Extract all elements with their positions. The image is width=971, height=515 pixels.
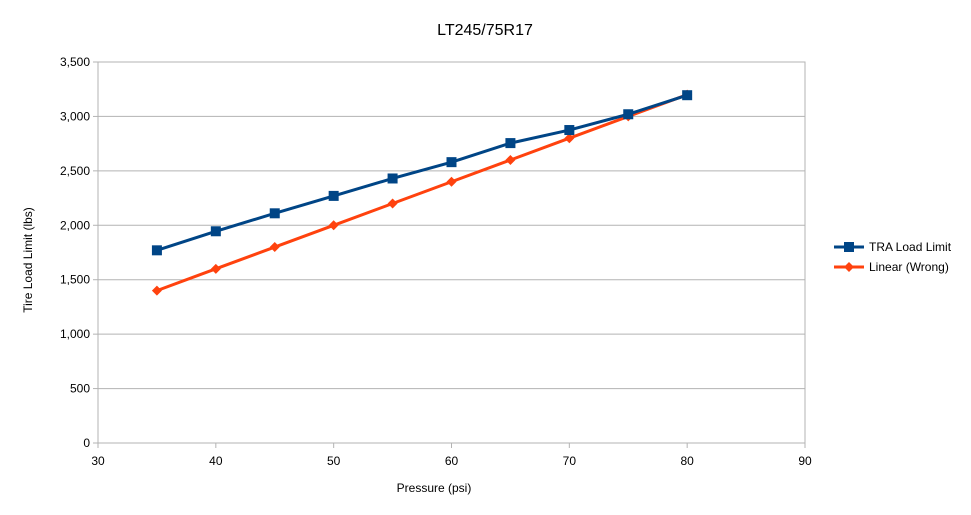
x-tick-label: 60: [445, 454, 459, 468]
data-point-diamond: [269, 242, 280, 253]
x-tick-label: 30: [91, 454, 105, 468]
plot-area-border: [97, 61, 806, 444]
x-axis-label: Pressure (psi): [397, 481, 472, 495]
data-point-diamond: [387, 198, 398, 209]
data-point-diamond: [210, 263, 221, 274]
data-point-diamond: [505, 154, 516, 165]
series-layer: [151, 89, 693, 296]
data-point-diamond: [328, 220, 339, 231]
data-point-square: [269, 208, 280, 219]
legend-entry: Linear (Wrong): [834, 260, 949, 274]
legend-entry: TRA Load Limit: [834, 240, 952, 254]
series-tra-load-limit: [151, 90, 693, 256]
y-tick-label: 2,500: [60, 164, 90, 178]
legend-marker: [844, 262, 854, 272]
y-tick-label: 3,000: [60, 109, 90, 123]
data-point-square: [387, 173, 398, 184]
y-axis-tick-labels: 0 500 1,000 1,500 2,000 2,500 3,000 3,500: [60, 55, 90, 450]
legend: TRA Load Limit Linear (Wrong): [834, 240, 952, 274]
y-axis-label: Tire Load Limit (lbs): [21, 207, 35, 313]
data-point-square: [446, 157, 457, 168]
data-point-square: [682, 90, 693, 101]
chart-title: LT245/75R17: [437, 22, 533, 39]
data-point-square: [623, 109, 634, 120]
data-point-diamond: [564, 133, 575, 144]
data-point-diamond: [151, 285, 162, 296]
x-axis-tick-labels: 30 40 50 60 70 80 90: [91, 454, 812, 468]
series-line: [156, 93, 688, 252]
y-tick-label: 500: [70, 382, 90, 396]
x-tick-label: 90: [798, 454, 812, 468]
y-tick-label: 3,500: [60, 55, 90, 69]
y-tick-label: 1,500: [60, 273, 90, 287]
data-point-square: [210, 226, 221, 237]
data-point-square: [505, 138, 516, 149]
legend-label: TRA Load Limit: [869, 240, 952, 254]
data-point-square: [564, 125, 575, 136]
x-tick-label: 40: [209, 454, 223, 468]
data-point-diamond: [446, 176, 457, 187]
x-tick-label: 50: [327, 454, 341, 468]
y-tick-label: 1,000: [60, 327, 90, 341]
x-tick-label: 70: [563, 454, 577, 468]
series-line: [156, 93, 688, 293]
legend-marker: [844, 242, 854, 252]
legend-label: Linear (Wrong): [869, 260, 949, 274]
y-tick-label: 0: [83, 436, 90, 450]
data-point-square: [328, 190, 339, 201]
x-tick-label: 80: [680, 454, 694, 468]
y-tick-label: 2,000: [60, 218, 90, 232]
data-point-square: [151, 245, 162, 256]
